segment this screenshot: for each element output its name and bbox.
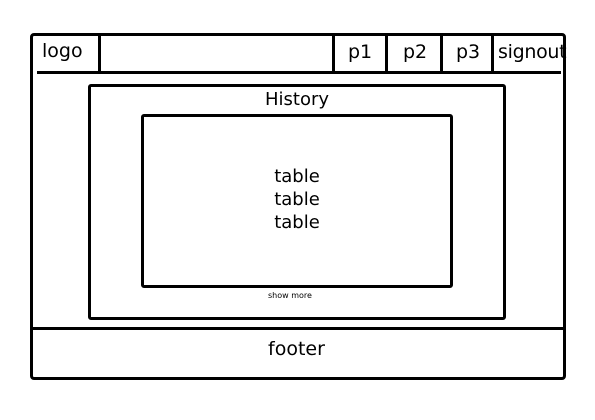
- header-divider: [98, 36, 101, 72]
- nav-link-p1[interactable]: p1: [348, 41, 373, 63]
- history-table-content: table table table: [141, 165, 453, 234]
- header-divider: [491, 36, 494, 72]
- header-divider: [440, 36, 443, 72]
- table-row: table: [274, 189, 320, 210]
- nav-link-p2[interactable]: p2: [403, 41, 428, 63]
- footer: footer: [268, 338, 325, 360]
- header-divider: [332, 36, 335, 72]
- logo[interactable]: logo: [42, 40, 83, 62]
- page-frame: [30, 33, 566, 380]
- nav-link-p3[interactable]: p3: [456, 41, 481, 63]
- header-divider: [385, 36, 388, 72]
- history-table: [141, 114, 453, 288]
- history-title: History: [264, 89, 330, 110]
- header-separator: [37, 71, 561, 74]
- footer-separator: [31, 327, 563, 330]
- table-row: table: [274, 212, 320, 233]
- show-more-link[interactable]: show more: [268, 291, 312, 300]
- table-row: table: [274, 166, 320, 187]
- history-panel: [88, 84, 506, 320]
- signout-link[interactable]: signout: [498, 41, 567, 63]
